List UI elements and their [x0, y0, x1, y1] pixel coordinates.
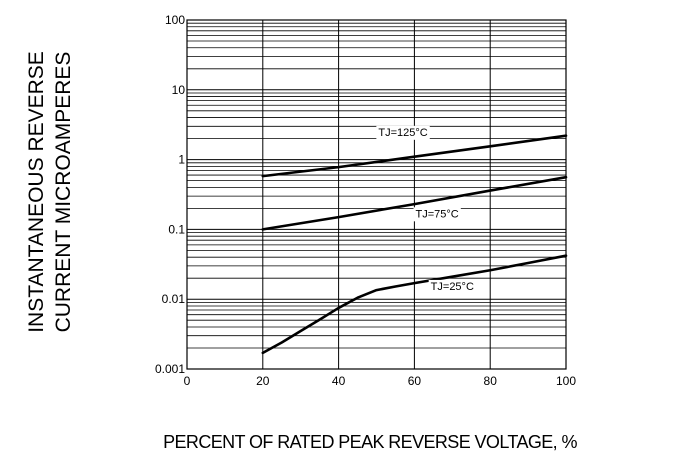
series-line-0 — [261, 134, 568, 178]
y-axis-label-line-2: CURRENT MICROAMPERES — [52, 52, 75, 333]
series-annotations: TJ=125°C TJ=75°C TJ=25°C — [376, 125, 476, 294]
x-tick-label: 0 — [184, 374, 191, 388]
y-tick-label: 1 — [178, 153, 185, 167]
series-label-background — [376, 125, 430, 140]
x-tick-label: 100 — [556, 374, 576, 388]
series-label-background — [413, 207, 461, 222]
y-tick-label: 0.1 — [168, 222, 185, 236]
y-tick-label: 0.001 — [155, 362, 185, 376]
major-gridlines — [186, 19, 567, 370]
x-tick-label: 40 — [332, 374, 346, 388]
x-tick-labels: 0 20 40 60 80 100 — [184, 374, 577, 388]
y-tick-label: 0.01 — [162, 292, 186, 306]
y-tick-labels: 0.001 0.01 0.1 1 10 100 — [155, 13, 185, 376]
y-tick-label: 10 — [172, 83, 186, 97]
series-line-2 — [261, 254, 568, 355]
series-lines — [261, 134, 568, 355]
series-label-background — [428, 279, 476, 294]
x-tick-label: 20 — [256, 374, 270, 388]
x-axis-label: PERCENT OF RATED PEAK REVERSE VOLTAGE, % — [163, 432, 577, 452]
series-line-1 — [261, 175, 568, 231]
y-axis-label-line-1: INSTANTANEOUS REVERSE — [25, 51, 48, 333]
plot-border — [186, 19, 567, 370]
plot-frame — [186, 19, 567, 370]
series-label-1: TJ=75°C — [416, 208, 459, 220]
x-tick-label: 80 — [484, 374, 498, 388]
series-label-0: TJ=125°C — [378, 127, 427, 139]
x-tick-label: 60 — [408, 374, 422, 388]
y-tick-label: 100 — [165, 13, 185, 27]
series-label-2: TJ=25°C — [431, 281, 474, 293]
